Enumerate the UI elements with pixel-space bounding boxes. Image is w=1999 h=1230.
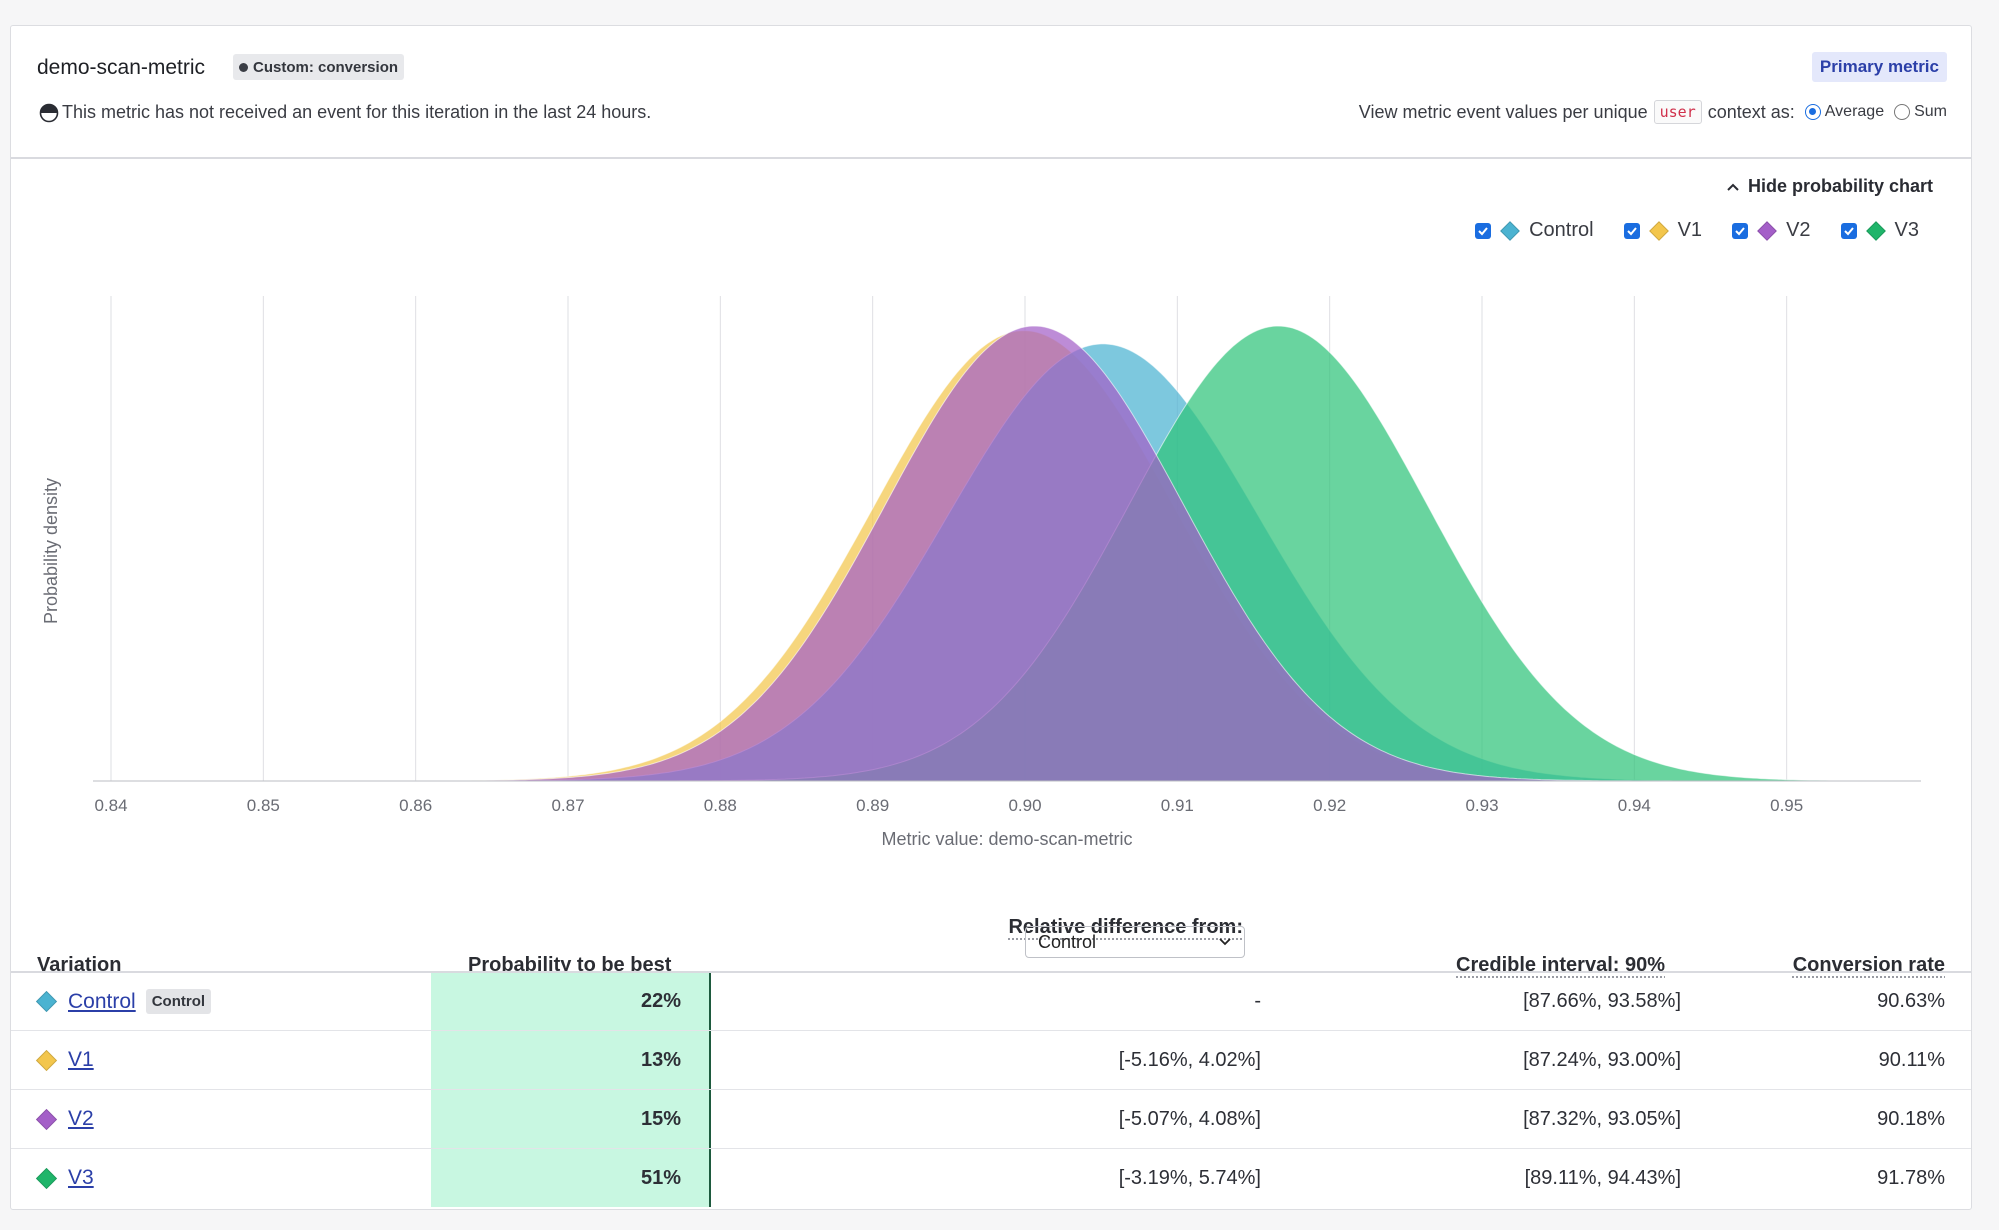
- results-table-body: Control Control 22% - [87.66%, 93.58%] 90.63%…: [11, 971, 1971, 1207]
- x-tick-label: 0.92: [1313, 796, 1346, 815]
- variation-diamond-icon: [35, 1108, 58, 1130]
- x-axis-label: Metric value: demo-scan-metric: [881, 829, 1132, 849]
- x-tick-label: 0.88: [704, 796, 737, 815]
- probability-cell: 22%: [431, 973, 711, 1030]
- chevron-down-icon: [1219, 938, 1231, 946]
- probability-density-chart: 0.84 0.85 0.86 0.87 0.88 0.89 0.90 0.91 0.92 0.93…: [41, 296, 1921, 849]
- variation-cell: Control Control: [35, 973, 212, 1030]
- context-kind: user: [1653, 100, 1702, 124]
- v3-checkbox[interactable]: [1840, 222, 1857, 239]
- legend-v2[interactable]: V2: [1732, 219, 1811, 242]
- variation-cell: V2: [35, 1090, 94, 1148]
- legend-v1[interactable]: V1: [1623, 219, 1703, 242]
- y-axis-label: Probability density: [41, 478, 61, 624]
- view-as-suffix: context as:: [1707, 101, 1795, 122]
- col-probability: Probability to be best: [468, 954, 672, 976]
- chart-legend: Control V1 V2 V3: [1475, 219, 1919, 242]
- col-relative-difference: Relative difference from:: [1008, 916, 1243, 938]
- x-tick-label: 0.91: [1161, 796, 1194, 815]
- control-badge: Control: [145, 989, 212, 1014]
- x-tick-label: 0.85: [247, 796, 280, 815]
- view-as-prefix: View metric event values per unique: [1358, 101, 1648, 122]
- conversion-rate-cell: 90.63%: [1877, 990, 1945, 1012]
- conversion-rate-cell: 91.78%: [1877, 1166, 1945, 1189]
- x-tick-label: 0.87: [551, 796, 584, 815]
- variation-cell: V3: [35, 1149, 94, 1207]
- col-credible-interval: Credible interval: 90%: [1456, 954, 1665, 976]
- metric-name: demo-scan-metric: [37, 56, 206, 79]
- relative-select-value: Control: [1038, 931, 1097, 952]
- credible-interval-cell: [87.32%, 93.05%]: [1523, 1107, 1681, 1130]
- variation-diamond-icon: [35, 1167, 58, 1189]
- relative-difference-select[interactable]: Control: [1025, 926, 1245, 958]
- conversion-rate-cell: 90.11%: [1878, 1048, 1945, 1071]
- sum-radio[interactable]: [1894, 104, 1911, 120]
- metric-header: demo-scan-metric Custom: conversion This…: [11, 26, 1971, 159]
- sum-radio-option[interactable]: Sum: [1894, 103, 1947, 121]
- metric-results-card: demo-scan-metric Custom: conversion This…: [10, 25, 1972, 1210]
- probability-cell: 15%: [431, 1090, 711, 1148]
- credible-interval-cell: [89.11%, 94.43%]: [1524, 1166, 1681, 1189]
- col-variation: Variation: [37, 954, 122, 976]
- relative-difference-cell: [-5.07%, 4.08%]: [1118, 1107, 1261, 1130]
- credible-interval-cell: [87.66%, 93.58%]: [1523, 990, 1681, 1012]
- variation-link[interactable]: V1: [68, 1048, 94, 1071]
- x-tick-label: 0.86: [399, 796, 432, 815]
- custom-metric-icon: [239, 62, 248, 72]
- probability-cell: 13%: [431, 1031, 711, 1089]
- x-tick-label: 0.84: [94, 796, 127, 815]
- probability-cell: 51%: [431, 1149, 711, 1207]
- sum-label: Sum: [1914, 103, 1947, 120]
- legend-control-label: Control: [1529, 219, 1594, 241]
- hide-probability-chart-button[interactable]: Hide probability chart: [1726, 176, 1933, 197]
- metric-kind-badge: Custom: conversion: [233, 54, 405, 80]
- legend-v3-label: V3: [1894, 219, 1919, 241]
- chevron-up-icon: [1727, 183, 1739, 191]
- legend-v1-label: V1: [1677, 219, 1703, 241]
- table-row: V1 13% [-5.16%, 4.02%] [87.24%, 93.00%] 90.1…: [11, 1030, 1971, 1089]
- relative-difference-cell: [-3.19%, 5.74%]: [1118, 1166, 1261, 1189]
- credible-interval-cell: [87.24%, 93.00%]: [1523, 1048, 1681, 1071]
- legend-v3[interactable]: V3: [1840, 219, 1919, 242]
- variation-diamond-icon: [35, 990, 58, 1013]
- x-axis-ticks: 0.84 0.85 0.86 0.87 0.88 0.89 0.90 0.91 0.92 0.93…: [94, 796, 1803, 815]
- col-conversion-rate: Conversion rate: [1792, 954, 1945, 976]
- legend-v2-label: V2: [1786, 219, 1811, 241]
- table-row: V2 15% [-5.07%, 4.08%] [87.32%, 93.05%] 90.1…: [11, 1089, 1971, 1148]
- table-row: Control Control 22% - [87.66%, 93.58%] 90.63%: [11, 971, 1971, 1030]
- primary-metric-badge: Primary metric: [1811, 52, 1947, 82]
- variation-link[interactable]: V2: [68, 1107, 94, 1130]
- variation-link[interactable]: Control: [68, 989, 136, 1013]
- variation-cell: V1: [35, 1031, 94, 1089]
- average-radio[interactable]: [1804, 104, 1821, 120]
- relative-difference-cell: -: [1254, 990, 1261, 1012]
- x-tick-label: 0.90: [1008, 796, 1041, 815]
- relative-difference-cell: [-5.16%, 4.02%]: [1118, 1048, 1261, 1071]
- table-row: V3 51% [-3.19%, 5.74%] [89.11%, 94.43%] 91.7…: [11, 1148, 1971, 1207]
- hide-chart-label: Hide probability chart: [1747, 176, 1933, 196]
- average-label: Average: [1824, 103, 1885, 120]
- view-values-as: View metric event values per unique user…: [1359, 100, 1947, 124]
- v2-checkbox[interactable]: [1732, 222, 1749, 239]
- density-area-v2: [93, 325, 1921, 782]
- half-circle-icon: [39, 103, 59, 122]
- v1-checkbox[interactable]: [1623, 222, 1640, 239]
- x-tick-label: 0.94: [1618, 796, 1651, 815]
- no-events-warning: This metric has not received an event fo…: [39, 102, 651, 123]
- chart-areas: [93, 325, 1921, 782]
- x-tick-label: 0.89: [856, 796, 889, 815]
- metric-kind-label: Custom: conversion: [253, 58, 399, 76]
- variation-diamond-icon: [35, 1049, 58, 1071]
- variation-link[interactable]: V3: [68, 1166, 94, 1189]
- x-tick-label: 0.95: [1770, 796, 1803, 815]
- x-tick-label: 0.93: [1465, 796, 1498, 815]
- control-checkbox[interactable]: [1475, 222, 1492, 239]
- average-radio-option[interactable]: Average: [1804, 103, 1885, 121]
- conversion-rate-cell: 90.18%: [1877, 1107, 1945, 1130]
- warning-text: This metric has not received an event fo…: [62, 102, 652, 122]
- results-table-header: Variation Probability to be best Relativ…: [11, 886, 1971, 994]
- legend-control[interactable]: Control: [1475, 219, 1594, 242]
